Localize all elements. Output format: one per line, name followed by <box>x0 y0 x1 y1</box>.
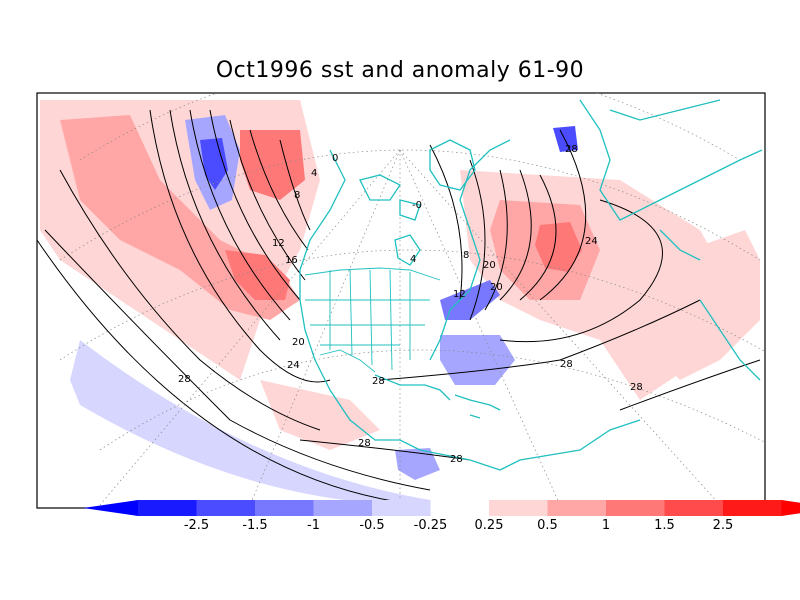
colorbar-tick-label: -2.5 <box>184 518 209 533</box>
us-state-lines <box>305 269 430 371</box>
anomaly-neg-baltic <box>553 126 578 152</box>
hudson-bay <box>394 234 421 266</box>
contour-label: 28 <box>560 359 573 370</box>
colorbar-tick-label: 0.5 <box>537 518 558 533</box>
coastlines <box>299 99 763 471</box>
contour-label: 28 <box>178 374 191 385</box>
colorbar-tick-label: -1.5 <box>242 518 267 533</box>
colorbar-tick-label: 1 <box>602 518 610 533</box>
contour-label: 20 <box>483 260 496 271</box>
contour-label: 20 <box>490 282 503 293</box>
colorbar-tick-label: -0.25 <box>414 518 448 533</box>
colorbar: -2.5 -1.5 -1 -0.5 -0.25 0.25 0.5 1 1.5 2.5 <box>83 500 800 533</box>
colorbar-tick-label: 2.5 <box>713 518 734 533</box>
colorbar-over-triangle <box>781 500 800 516</box>
anomaly-pos-pacific-core <box>225 250 290 300</box>
contour-label: 24 <box>287 360 300 371</box>
colorbar-swatch <box>430 500 489 516</box>
anomaly-neg-gulfstream <box>440 280 500 320</box>
contour-label: -0 <box>412 200 422 211</box>
contour-label: 28 <box>565 144 578 155</box>
colorbar-swatch <box>196 500 255 516</box>
colorbar-tick-label: 0.25 <box>475 518 504 533</box>
anomaly-pos-gulf-alaska <box>240 130 305 200</box>
contour-label: 28 <box>630 382 643 393</box>
contour-label: 20 <box>292 337 305 348</box>
contour-label: 16 <box>285 255 298 266</box>
gulf-of-mexico <box>374 374 451 401</box>
contour-label: 12 <box>453 289 466 300</box>
colorbar-swatch <box>372 500 431 516</box>
colorbar-swatch <box>138 500 197 516</box>
contour-label: 8 <box>294 190 300 201</box>
anomaly-pos-atlantic-core <box>535 222 582 272</box>
colorbar-swatch <box>547 500 606 516</box>
contour-label: 0 <box>332 153 338 164</box>
contour-labels: 28 24 20 16 12 8 4 0 -0 20 28 28 28 28 2… <box>178 144 643 465</box>
political-boundaries <box>304 267 441 373</box>
europe-coast <box>579 99 763 261</box>
contour-label: 28 <box>372 376 385 387</box>
us-canada-border <box>304 267 441 281</box>
colorbar-swatch <box>664 500 723 516</box>
contour-label: 28 <box>450 454 463 465</box>
colorbar-swatch <box>313 500 372 516</box>
colorbar-swatch <box>723 500 782 516</box>
colorbar-under-triangle <box>83 500 138 516</box>
projection-boundary <box>37 239 421 506</box>
anomaly-neg-tropical-pacific <box>395 448 440 480</box>
colorbar-swatch <box>489 500 548 516</box>
contour-label: 24 <box>585 236 598 247</box>
greenland <box>429 139 476 191</box>
anomaly-pos-gulf-pacific <box>260 380 380 450</box>
canadian-arctic <box>359 174 421 221</box>
colorbar-tick-label: -0.5 <box>359 518 384 533</box>
anomaly-pos-east-atlantic <box>650 230 760 380</box>
contour-label: 8 <box>463 250 469 261</box>
colorbar-swatch <box>606 500 665 516</box>
sst-contours <box>44 109 761 491</box>
contour-label: 4 <box>410 254 416 265</box>
contour-label: 12 <box>272 238 285 249</box>
caribbean-islands <box>454 394 501 419</box>
colorbar-swatch <box>255 500 314 516</box>
contour-label: 4 <box>311 168 317 179</box>
map-title: Oct1996 sst and anomaly 61-90 <box>215 58 585 83</box>
south-america-coast <box>499 419 641 471</box>
contour-label: 28 <box>358 438 371 449</box>
us-mexico-border <box>319 349 376 373</box>
colorbar-tick-label: 1.5 <box>654 518 675 533</box>
north-america-coast <box>299 139 511 471</box>
africa-coast <box>699 299 761 381</box>
colorbar-tick-label: -1 <box>307 518 320 533</box>
